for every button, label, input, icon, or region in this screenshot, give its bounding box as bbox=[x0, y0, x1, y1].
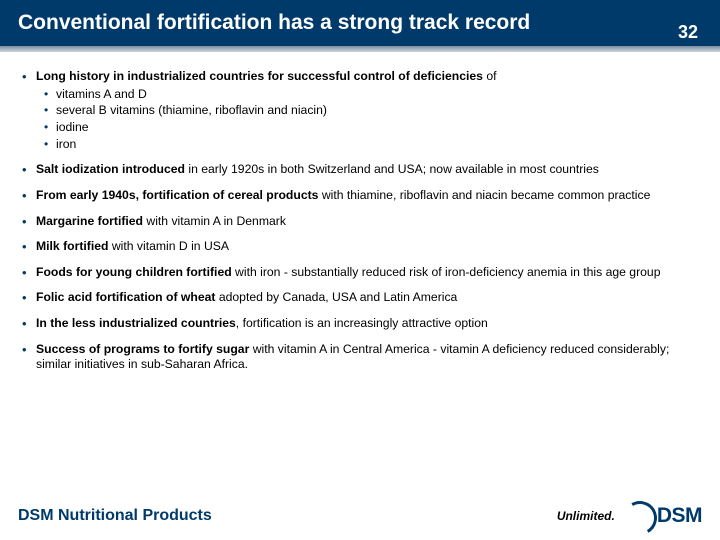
sub-item: vitamins A and D bbox=[36, 87, 698, 103]
bullet-lead: Folic acid fortification of wheat bbox=[36, 290, 215, 304]
sub-item: iron bbox=[36, 137, 698, 153]
bullet-item: In the less industrialized countries, fo… bbox=[22, 316, 698, 332]
dsm-logo-text: DSM bbox=[657, 504, 702, 528]
bullet-tail: with thiamine, riboflavin and niacin bec… bbox=[318, 188, 650, 202]
bullet-tail: with vitamin A in Denmark bbox=[143, 214, 286, 228]
bullet-tail: with iron - substantially reduced risk o… bbox=[232, 265, 661, 279]
dsm-arc-icon bbox=[623, 501, 653, 531]
bullet-lead: From early 1940s, fortification of cerea… bbox=[36, 188, 318, 202]
bullet-item: Foods for young children fortified with … bbox=[22, 265, 698, 281]
sub-list: vitamins A and D several B vitamins (thi… bbox=[36, 87, 698, 152]
bullet-item: Milk fortified with vitamin D in USA bbox=[22, 239, 698, 255]
bullet-item: Margarine fortified with vitamin A in De… bbox=[22, 214, 698, 230]
slide-footer: DSM Nutritional Products Unlimited. DSM bbox=[0, 492, 720, 540]
bullet-tail: in early 1920s in both Switzerland and U… bbox=[185, 162, 599, 176]
bullet-tail: of bbox=[483, 69, 497, 83]
slide-title: Conventional fortification has a strong … bbox=[18, 10, 538, 36]
bullet-tail: with vitamin D in USA bbox=[108, 239, 229, 253]
slide-header: Conventional fortification has a strong … bbox=[0, 0, 720, 49]
bullet-lead: Long history in industrialized countries… bbox=[36, 69, 483, 83]
bullet-lead: Foods for young children fortified bbox=[36, 265, 232, 279]
bullet-item: From early 1940s, fortification of cerea… bbox=[22, 188, 698, 204]
dsm-logo: DSM bbox=[623, 501, 702, 531]
bullet-lead: Margarine fortified bbox=[36, 214, 143, 228]
bullet-lead: Salt iodization introduced bbox=[36, 162, 185, 176]
slide-content: Long history in industrialized countries… bbox=[0, 49, 720, 373]
page-number: 32 bbox=[678, 22, 698, 43]
bullet-tail: adopted by Canada, USA and Latin America bbox=[215, 290, 457, 304]
bullet-lead: Milk fortified bbox=[36, 239, 108, 253]
unlimited-text: Unlimited. bbox=[557, 509, 615, 523]
bullet-item: Long history in industrialized countries… bbox=[22, 69, 698, 152]
footer-logo-group: Unlimited. DSM bbox=[557, 501, 702, 531]
bullet-item: Salt iodization introduced in early 1920… bbox=[22, 162, 698, 178]
sub-item: several B vitamins (thiamine, riboflavin… bbox=[36, 103, 698, 119]
bullet-tail: , fortification is an increasingly attra… bbox=[236, 316, 488, 330]
bullet-lead: In the less industrialized countries bbox=[36, 316, 236, 330]
footer-brand: DSM Nutritional Products bbox=[18, 507, 212, 525]
bullet-lead: Success of programs to fortify sugar bbox=[36, 342, 249, 356]
bullet-item: Success of programs to fortify sugar wit… bbox=[22, 342, 698, 373]
bullet-list: Long history in industrialized countries… bbox=[22, 69, 698, 373]
sub-item: iodine bbox=[36, 120, 698, 136]
bullet-item: Folic acid fortification of wheat adopte… bbox=[22, 290, 698, 306]
